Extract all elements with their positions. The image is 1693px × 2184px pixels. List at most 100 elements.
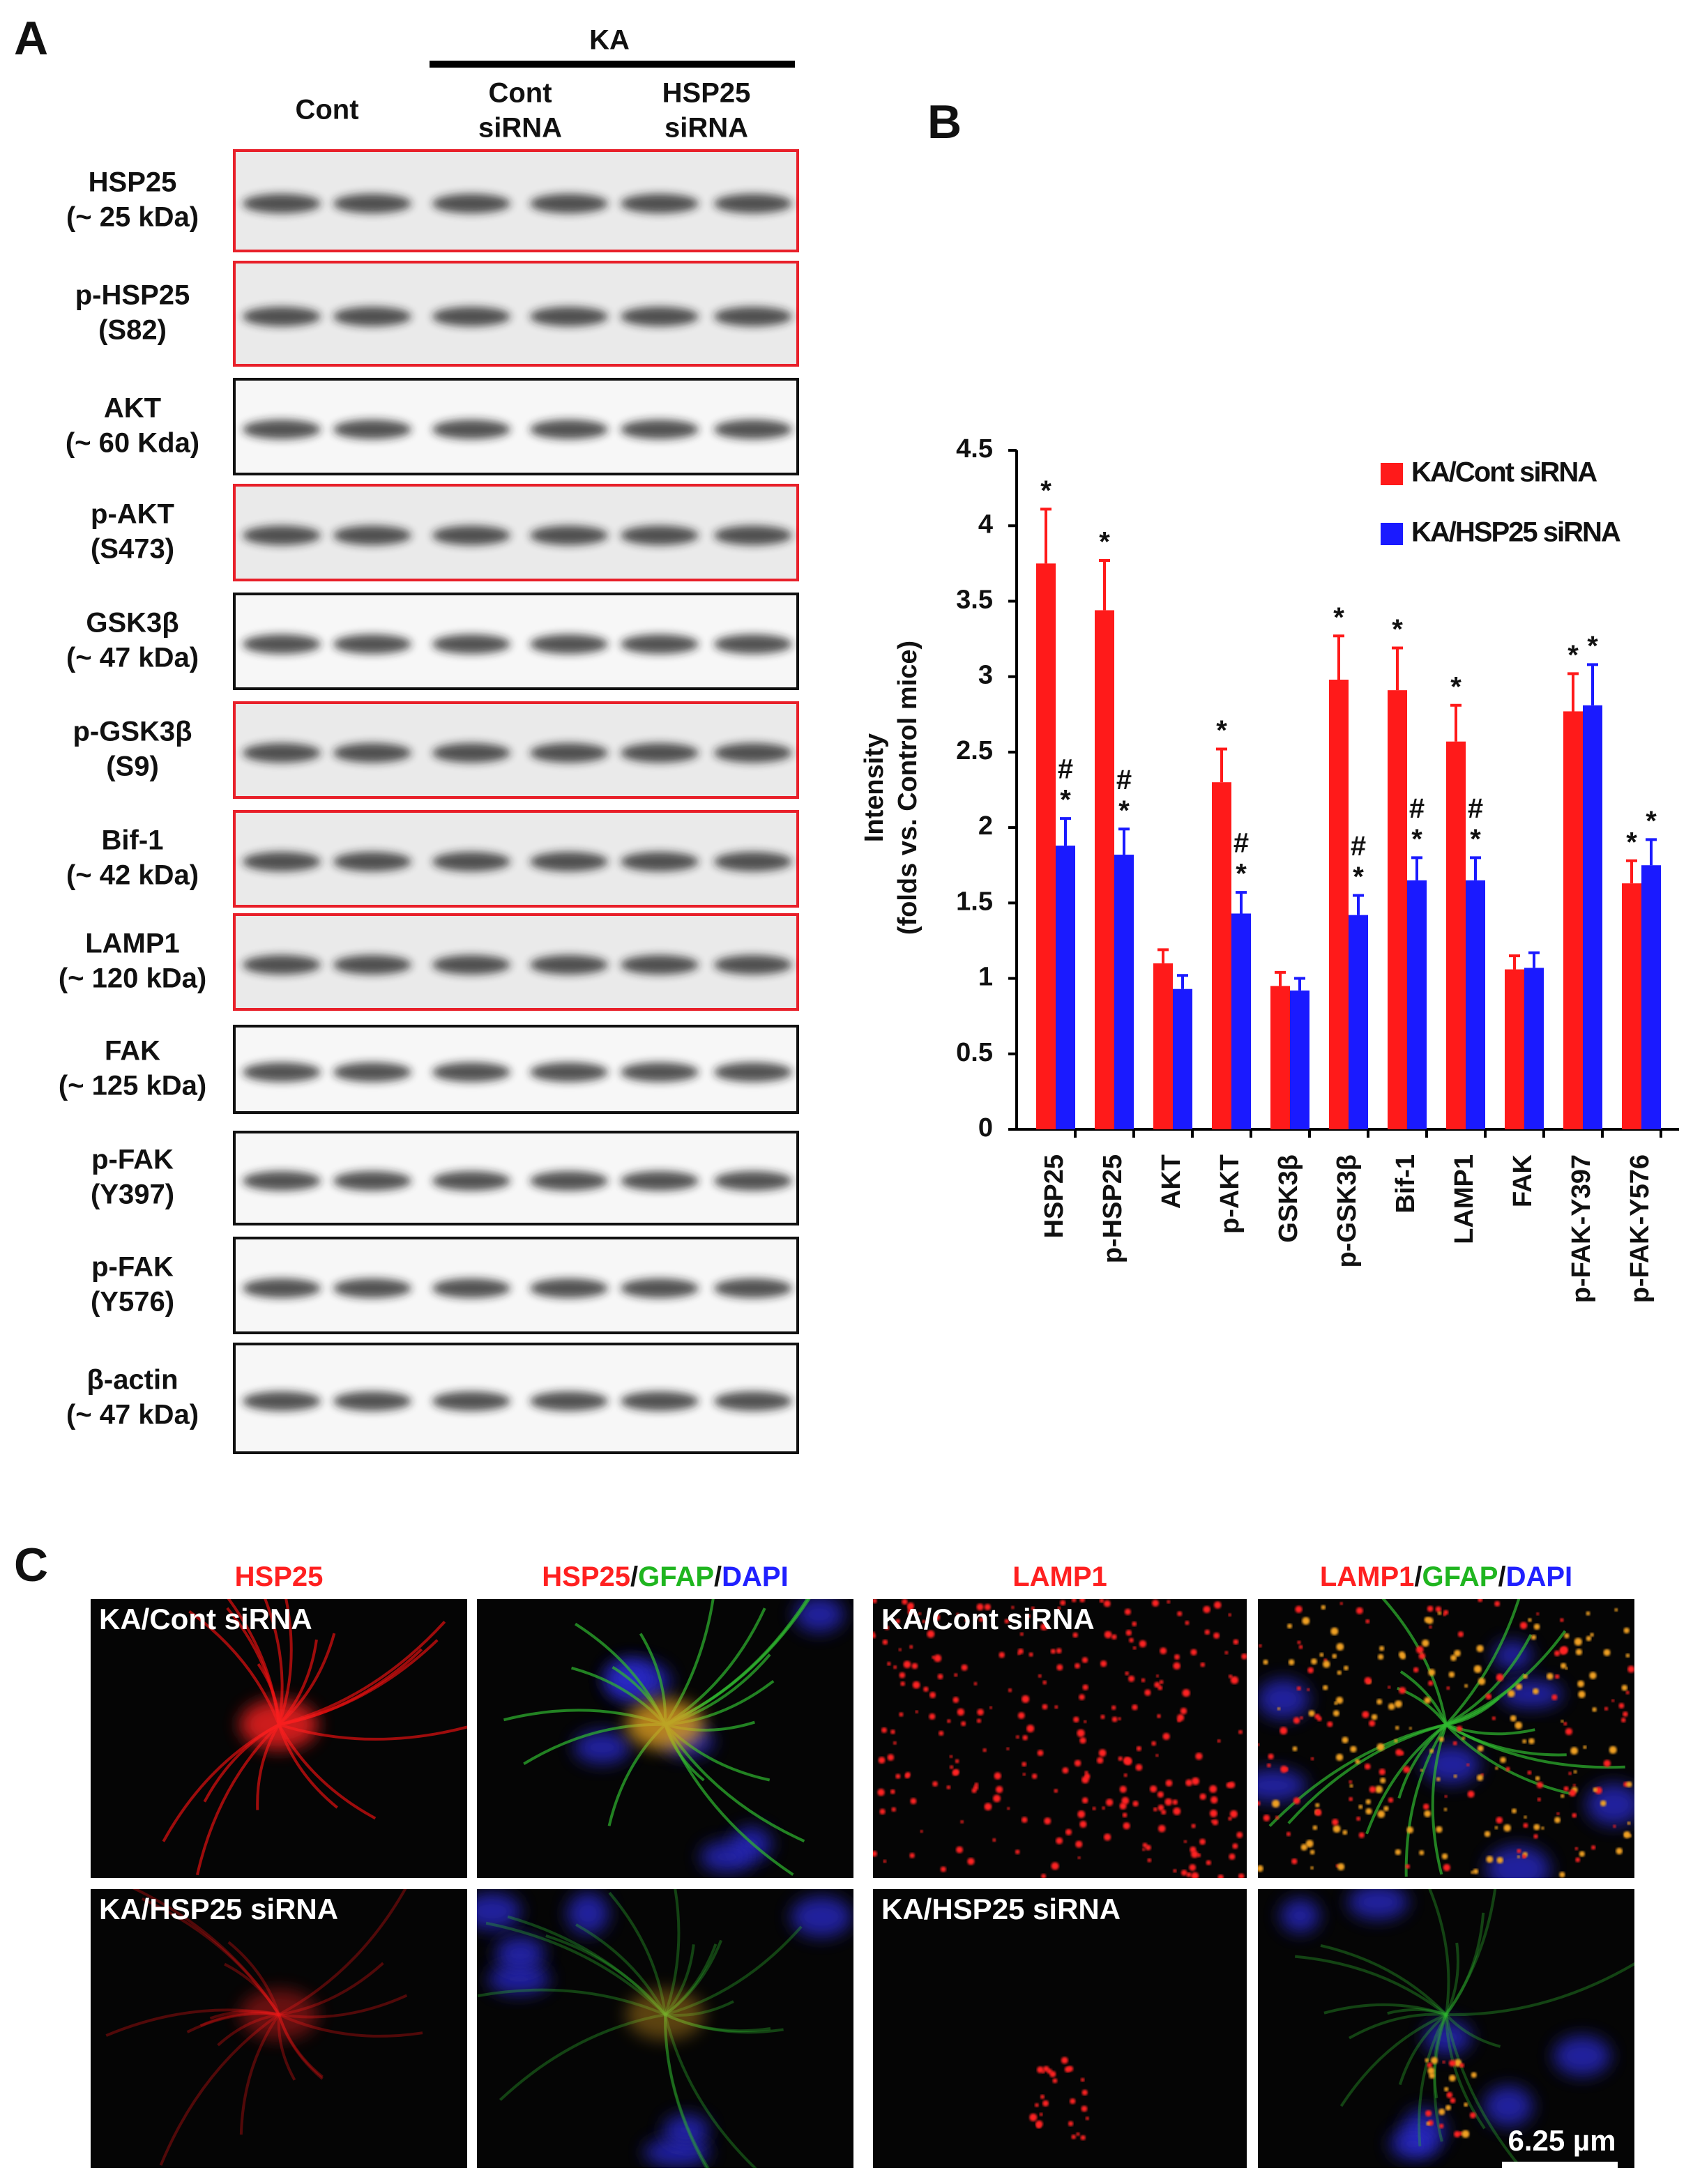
lamp-dot [1510,1715,1517,1722]
blot-band [714,194,792,213]
error-bar [1353,894,1364,915]
blot-band [333,420,411,439]
lamp-dot [1477,1745,1484,1752]
blot-band [714,1171,792,1191]
blot-label: p-GSK3β [73,717,192,747]
lamp-dot [1590,1845,1596,1850]
x-tick-label: p-GSK3β [1333,1154,1362,1268]
lamp-dot [1618,1702,1625,1709]
lamp-dot [1611,1699,1615,1702]
row-label: KA/HSP25 siRNA [881,1893,1121,1925]
lamp-dot [1430,2056,1438,2064]
lamp-dot [1122,1812,1128,1818]
lamp-dot [1068,2121,1074,2127]
lamp-dot [1583,1745,1587,1749]
lamp-dot [1195,1752,1203,1760]
lamp-dot [1494,1826,1498,1830]
lamp-dot [1075,1840,1083,1848]
lamp-dot [1450,1654,1457,1661]
lamp-dot [1026,1614,1031,1619]
lamp-dot [1182,1688,1190,1697]
group-label: Cont [488,78,552,109]
header-part: GFAP [638,1561,714,1592]
blot-band [530,526,608,545]
error-bar [1470,856,1481,880]
lamp-dot [1449,2075,1456,2082]
significance-marker: * [1333,602,1344,633]
significance-marker: * [1646,806,1657,837]
lamp-dot [915,1710,918,1713]
lamp-dot [1300,1716,1303,1720]
panel-label: A [14,12,48,65]
lamp-dot [1609,1746,1617,1754]
lamp-dot [1258,1743,1260,1746]
lamp-dot [1369,1786,1376,1793]
lamp-dot [937,1674,943,1680]
lamp-dot [1471,2072,1477,2078]
lamp-dot [1017,1712,1025,1719]
error-bar [1060,817,1071,846]
blot-label: (~ 60 Kda) [66,428,199,459]
process [1445,2014,1486,2130]
lamp-dot [1155,1674,1160,1678]
lamp-dot [1327,1721,1333,1727]
lamp-dot [1563,1722,1567,1726]
lamp-dot [932,1781,938,1787]
lamp-dot [1521,1854,1526,1859]
lamp-dot [1623,1711,1628,1717]
blot-band [243,955,321,975]
lamp-dot [1478,1599,1483,1603]
significance-marker: * [1353,862,1364,892]
lamp-dot [1041,1874,1047,1878]
error-bar [1294,977,1305,991]
error-bar [1411,856,1422,880]
lamp-dot [1183,1840,1187,1843]
lamp-dot [1565,1667,1568,1670]
micrograph [1258,1889,1634,2168]
header-part: HSP25 [235,1561,324,1592]
lamp-dot [1157,1791,1164,1798]
lamp-dot [1448,2060,1456,2067]
header-part: DAPI [722,1561,789,1592]
blot-band [243,1062,321,1082]
process [1431,1724,1448,1875]
blot-band [333,526,411,545]
lamp-dot [1478,1677,1486,1686]
y-tick-label: 3.5 [956,585,993,614]
row-label: KA/HSP25 siRNA [99,1893,338,1925]
lamp-dot [1427,1605,1434,1612]
lamp-dot [1394,1739,1398,1743]
blot-band [530,1171,608,1191]
lamp-dot [1388,1686,1391,1689]
lamp-dot [1323,1660,1330,1668]
lamp-dot [1286,1624,1293,1629]
lamp-dot [1167,1600,1171,1604]
lamp-dot [1628,1834,1632,1838]
lamp-dot [1296,1686,1301,1691]
legend-swatch [1381,523,1403,545]
x-tick-label: FAK [1508,1154,1538,1207]
bar [1329,679,1349,1129]
lamp-dot [1096,1757,1104,1764]
lamp-dot [1310,1757,1314,1761]
lamp-dot [1191,1850,1199,1858]
blot-band [714,526,792,545]
blot-band [621,526,699,545]
blot-band [333,194,411,213]
lamp-dot [1425,2058,1429,2063]
lamp-dot [1379,1769,1385,1776]
significance-marker: * [1392,614,1403,645]
lamp-dot [1295,1605,1303,1613]
lamp-dot [1505,1766,1510,1771]
lamp-dot [1190,1649,1197,1656]
lamp-dot [1537,1797,1541,1801]
lamp-dot [1238,1873,1245,1878]
lamp-dot [1015,1849,1020,1854]
lamp-dot [1011,1605,1015,1610]
lamp-dot [1056,1664,1063,1671]
lamp-dot [877,1788,885,1796]
lamp-dot [1344,1665,1349,1671]
lamp-dot [1409,1727,1412,1730]
lamp-dot [1132,1801,1139,1807]
blot-band [621,1278,699,1298]
